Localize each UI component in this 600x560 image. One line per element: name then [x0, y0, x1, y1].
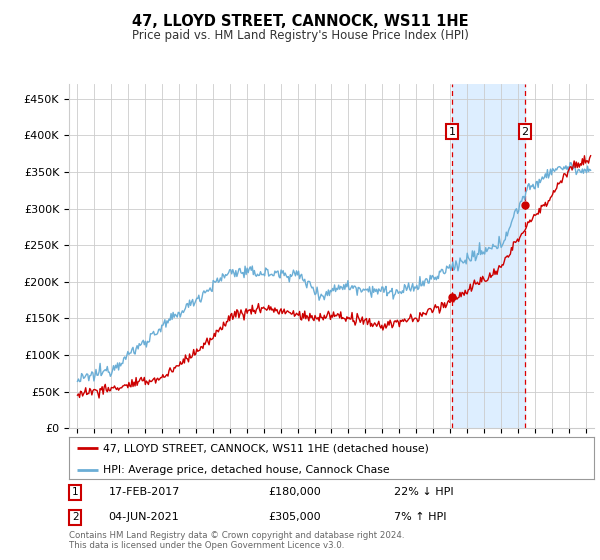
Text: 1: 1: [449, 127, 455, 137]
Text: 7% ↑ HPI: 7% ↑ HPI: [395, 512, 447, 522]
Text: Price paid vs. HM Land Registry's House Price Index (HPI): Price paid vs. HM Land Registry's House …: [131, 29, 469, 42]
Text: 2: 2: [521, 127, 529, 137]
Bar: [452, 84, 525, 428]
Text: 1: 1: [72, 487, 79, 497]
Text: 04-JUN-2021: 04-JUN-2021: [109, 512, 179, 522]
Text: £305,000: £305,000: [269, 512, 321, 522]
Text: 47, LLOYD STREET, CANNOCK, WS11 1HE: 47, LLOYD STREET, CANNOCK, WS11 1HE: [131, 14, 469, 29]
Text: 47, LLOYD STREET, CANNOCK, WS11 1HE (detached house): 47, LLOYD STREET, CANNOCK, WS11 1HE (det…: [103, 443, 429, 453]
Text: HPI: Average price, detached house, Cannock Chase: HPI: Average price, detached house, Cann…: [103, 465, 390, 474]
Text: 17-FEB-2017: 17-FEB-2017: [109, 487, 180, 497]
Text: 2: 2: [72, 512, 79, 522]
Text: 22% ↓ HPI: 22% ↓ HPI: [395, 487, 454, 497]
Text: £180,000: £180,000: [269, 487, 321, 497]
Text: Contains HM Land Registry data © Crown copyright and database right 2024.
This d: Contains HM Land Registry data © Crown c…: [69, 531, 404, 550]
